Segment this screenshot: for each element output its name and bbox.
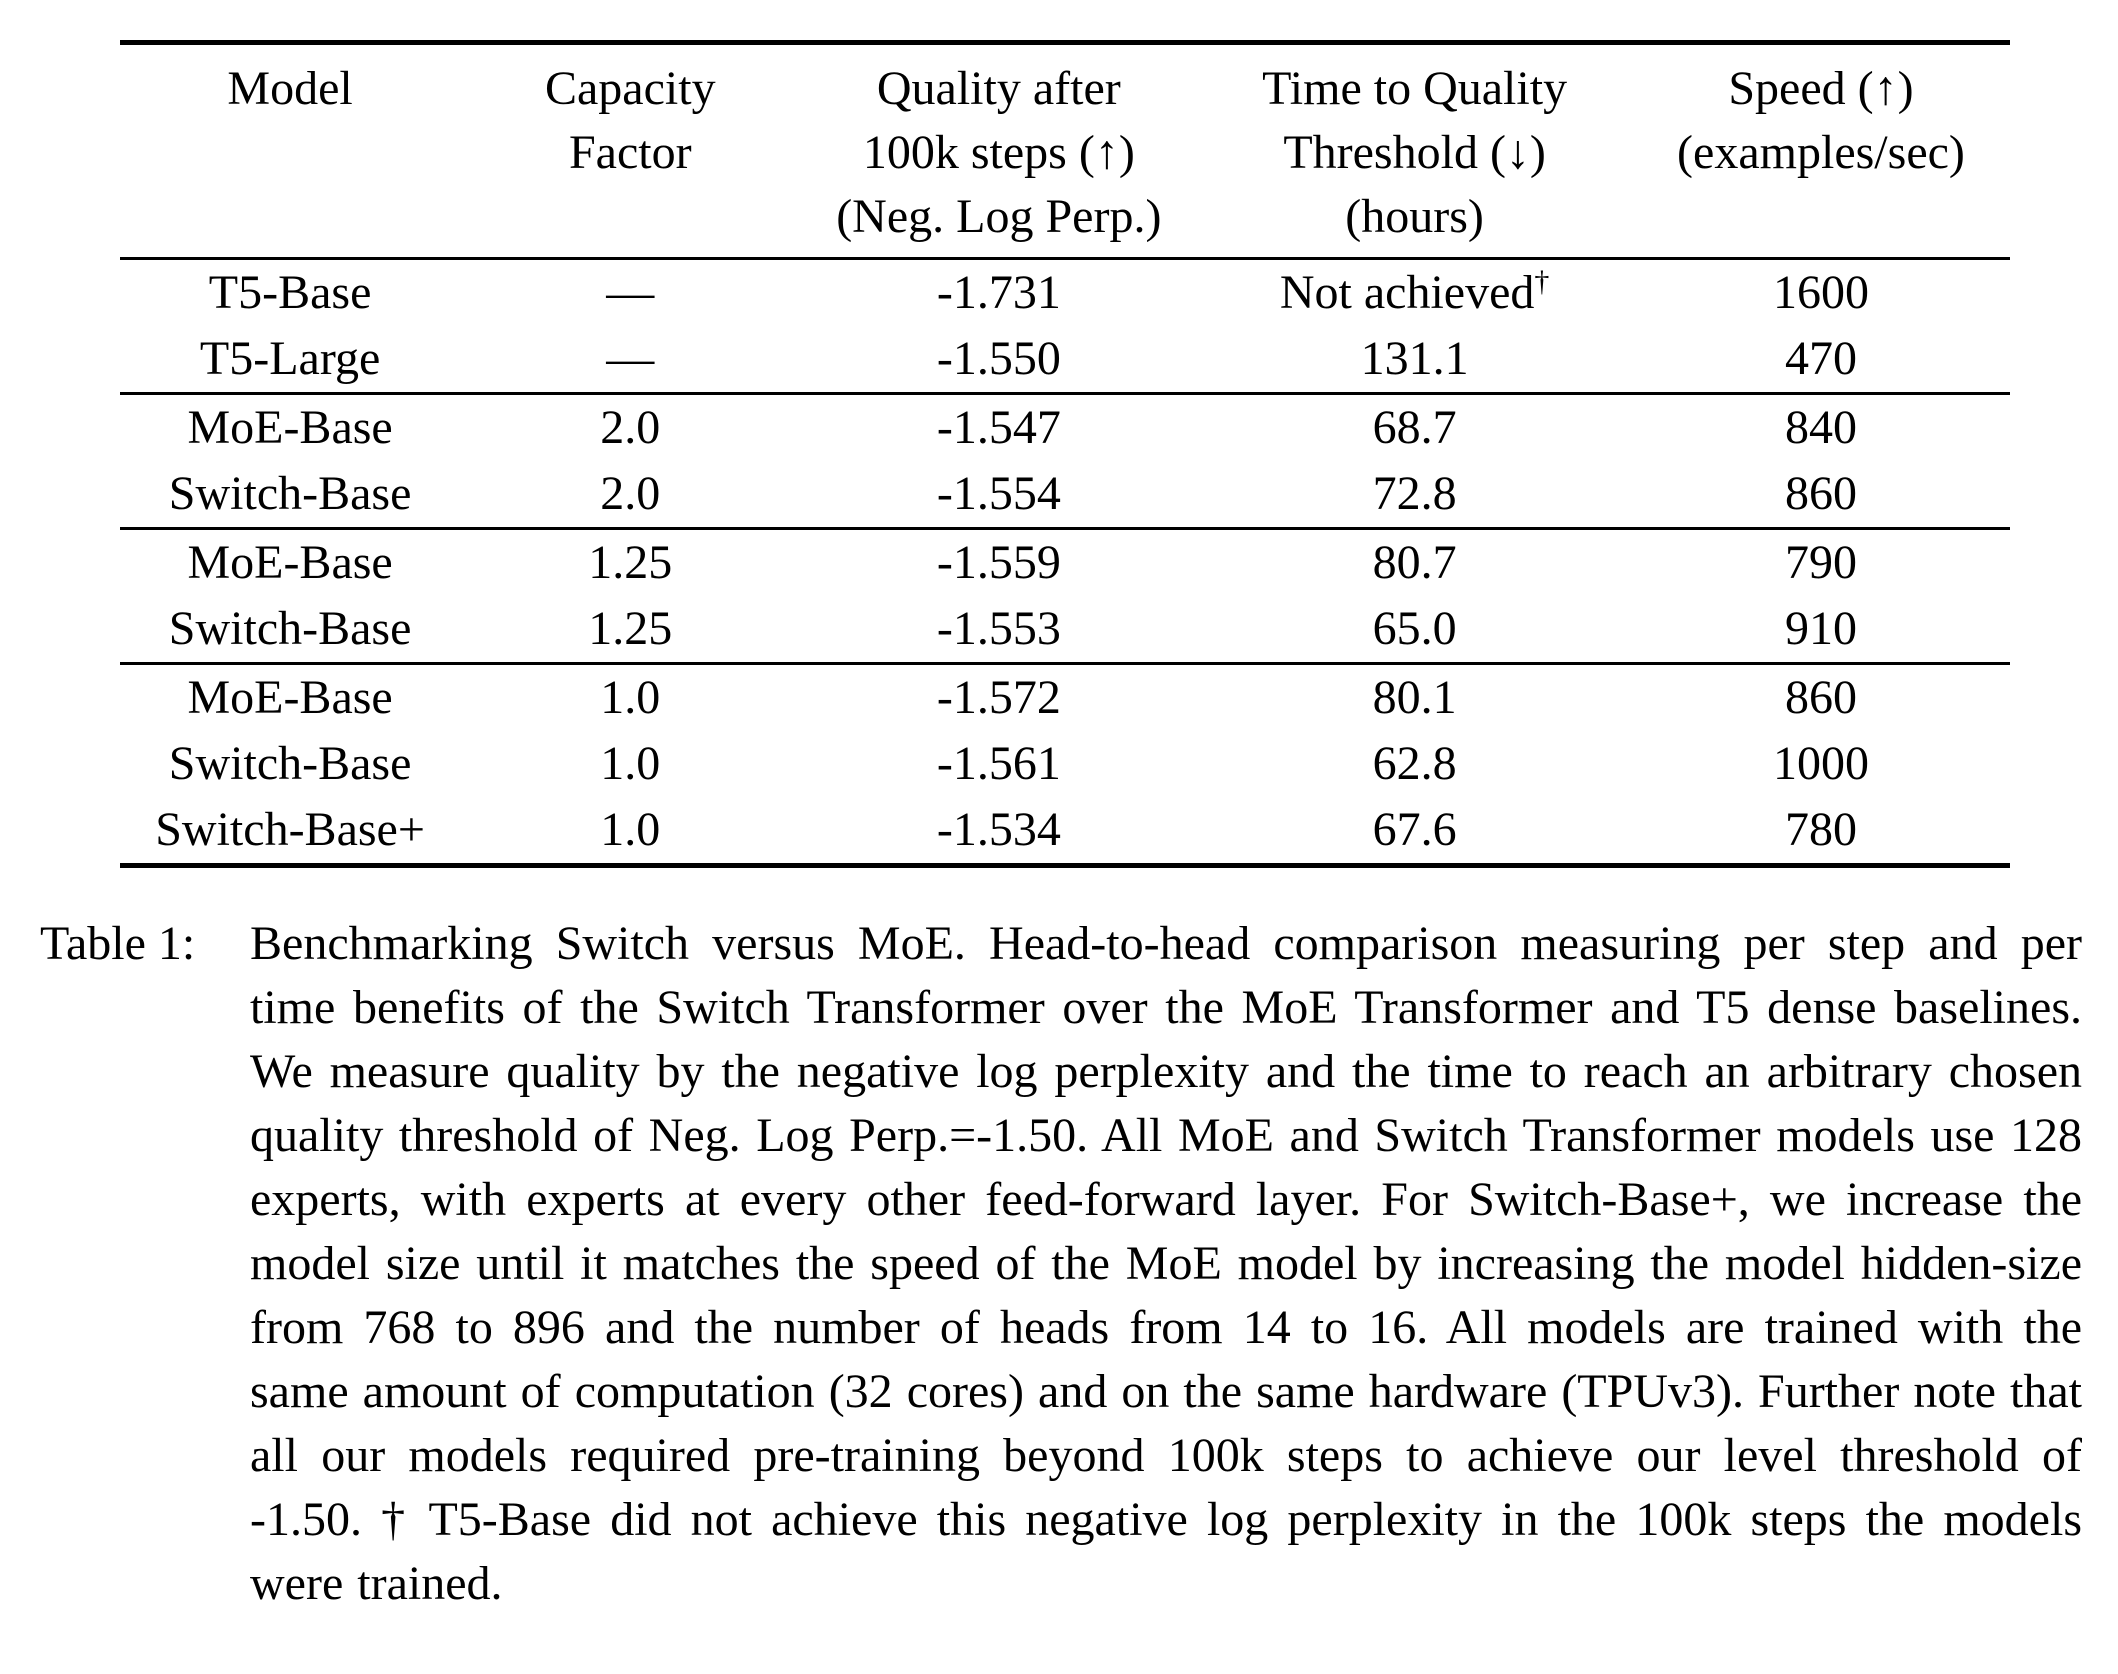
header-line: Quality after (876, 62, 1121, 115)
cell-speed: 840 (1631, 392, 2010, 461)
table-row: Switch-Base 1.0 -1.561 62.8 1000 (120, 731, 2010, 797)
cell-speed: 910 (1784, 602, 1857, 655)
cell-model: Switch-Base+ (155, 803, 425, 856)
header-line: 100k steps (↑) (862, 126, 1135, 179)
cell-time: 67.6 (1372, 803, 1457, 856)
cell-time: 80.1 (1197, 662, 1632, 731)
cell-time-text: Not achieved (1279, 266, 1535, 319)
table-row: Switch-Base 1.25 -1.553 65.0 910 (120, 596, 2010, 664)
cell-quality: -1.554 (936, 467, 1061, 520)
column-header-time-to-quality: Time to Quality Threshold (↓) (hours) (1197, 42, 1632, 260)
cell-speed: 860 (1631, 662, 2010, 731)
cell-model: T5-Large (199, 332, 381, 385)
cell-model: Switch-Base (168, 737, 412, 790)
column-header-capacity-factor: Capacity Factor (460, 42, 801, 260)
cell-quality: -1.561 (936, 737, 1061, 790)
table-caption: Table 1: Benchmarking Switch versus MoE.… (40, 912, 2082, 1616)
cell-speed: 860 (1784, 467, 1857, 520)
cell-speed: 1600 (1772, 266, 1869, 319)
header-line: Threshold (↓) (1283, 126, 1546, 179)
cell-speed: 1000 (1772, 737, 1869, 790)
header-line: Time to Quality (1262, 62, 1568, 115)
table-row: Switch-Base+ 1.0 -1.534 67.6 780 (120, 797, 2010, 866)
header-row: Model Capacity Factor Quality after 100k… (120, 42, 2010, 260)
header-line: (examples/sec) (1677, 126, 1965, 179)
header-line: Factor (568, 126, 692, 179)
cell-quality: -1.534 (936, 803, 1061, 856)
cell-capacity-factor: 1.25 (588, 602, 673, 655)
caption-text: Benchmarking Switch versus MoE. Head-to-… (250, 917, 2082, 1610)
cell-quality: -1.547 (800, 392, 1198, 461)
cell-time: Not achieved† (1197, 259, 1632, 327)
cell-capacity-factor: — (606, 266, 655, 319)
cell-time: 68.7 (1197, 392, 1632, 461)
cell-model: MoE-Base (120, 392, 461, 461)
cell-capacity-factor: — (606, 332, 655, 385)
table-body: T5-Base — -1.731 Not achieved† 1600 T5-L… (120, 259, 2010, 866)
cell-model: Switch-Base (168, 602, 412, 655)
cell-model: T5-Base (208, 266, 372, 319)
cell-quality: -1.572 (800, 662, 1198, 731)
header-line: Speed (↑) (1728, 62, 1914, 115)
cell-time: 72.8 (1372, 467, 1457, 520)
table-row: T5-Large — -1.550 131.1 470 (120, 326, 2010, 394)
benchmark-table: Model Capacity Factor Quality after 100k… (120, 40, 2010, 868)
header-line: Model (227, 62, 353, 115)
column-header-quality: Quality after 100k steps (↑) (Neg. Log P… (800, 42, 1198, 260)
cell-time: 62.8 (1372, 737, 1457, 790)
cell-model: Switch-Base (168, 467, 412, 520)
cell-quality: -1.550 (936, 332, 1061, 385)
caption-label: Table 1: (40, 917, 196, 970)
cell-capacity-factor: 1.0 (600, 803, 661, 856)
cell-capacity-factor: 1.25 (460, 527, 801, 596)
cell-model: MoE-Base (120, 527, 461, 596)
cell-speed: 470 (1784, 332, 1857, 385)
cell-time: 65.0 (1372, 602, 1457, 655)
cell-speed: 790 (1631, 527, 2010, 596)
column-header-model: Model (120, 42, 461, 260)
header-line: Capacity (544, 62, 716, 115)
cell-time: 80.7 (1197, 527, 1632, 596)
header-line: (hours) (1345, 190, 1484, 243)
table-header: Model Capacity Factor Quality after 100k… (120, 42, 2010, 260)
cell-quality: -1.553 (936, 602, 1061, 655)
column-header-speed: Speed (↑) (examples/sec) (1631, 42, 2010, 260)
cell-model: MoE-Base (120, 662, 461, 731)
table-row: T5-Base — -1.731 Not achieved† 1600 (120, 259, 2010, 327)
table-row: MoE-Base 1.25 -1.559 80.7 790 (120, 527, 2010, 596)
cell-quality: -1.559 (800, 527, 1198, 596)
cell-capacity-factor: 2.0 (600, 467, 661, 520)
header-line: (Neg. Log Perp.) (836, 190, 1162, 243)
dagger-footnote-marker: † (1534, 265, 1550, 298)
cell-quality: -1.731 (936, 266, 1061, 319)
cell-capacity-factor: 1.0 (460, 662, 801, 731)
table-row: Switch-Base 2.0 -1.554 72.8 860 (120, 461, 2010, 529)
cell-capacity-factor: 1.0 (600, 737, 661, 790)
cell-capacity-factor: 2.0 (460, 392, 801, 461)
cell-time: 131.1 (1360, 332, 1469, 385)
table-row: MoE-Base 2.0 -1.547 68.7 840 (120, 392, 2010, 461)
table-row: MoE-Base 1.0 -1.572 80.1 860 (120, 662, 2010, 731)
cell-speed: 780 (1784, 803, 1857, 856)
